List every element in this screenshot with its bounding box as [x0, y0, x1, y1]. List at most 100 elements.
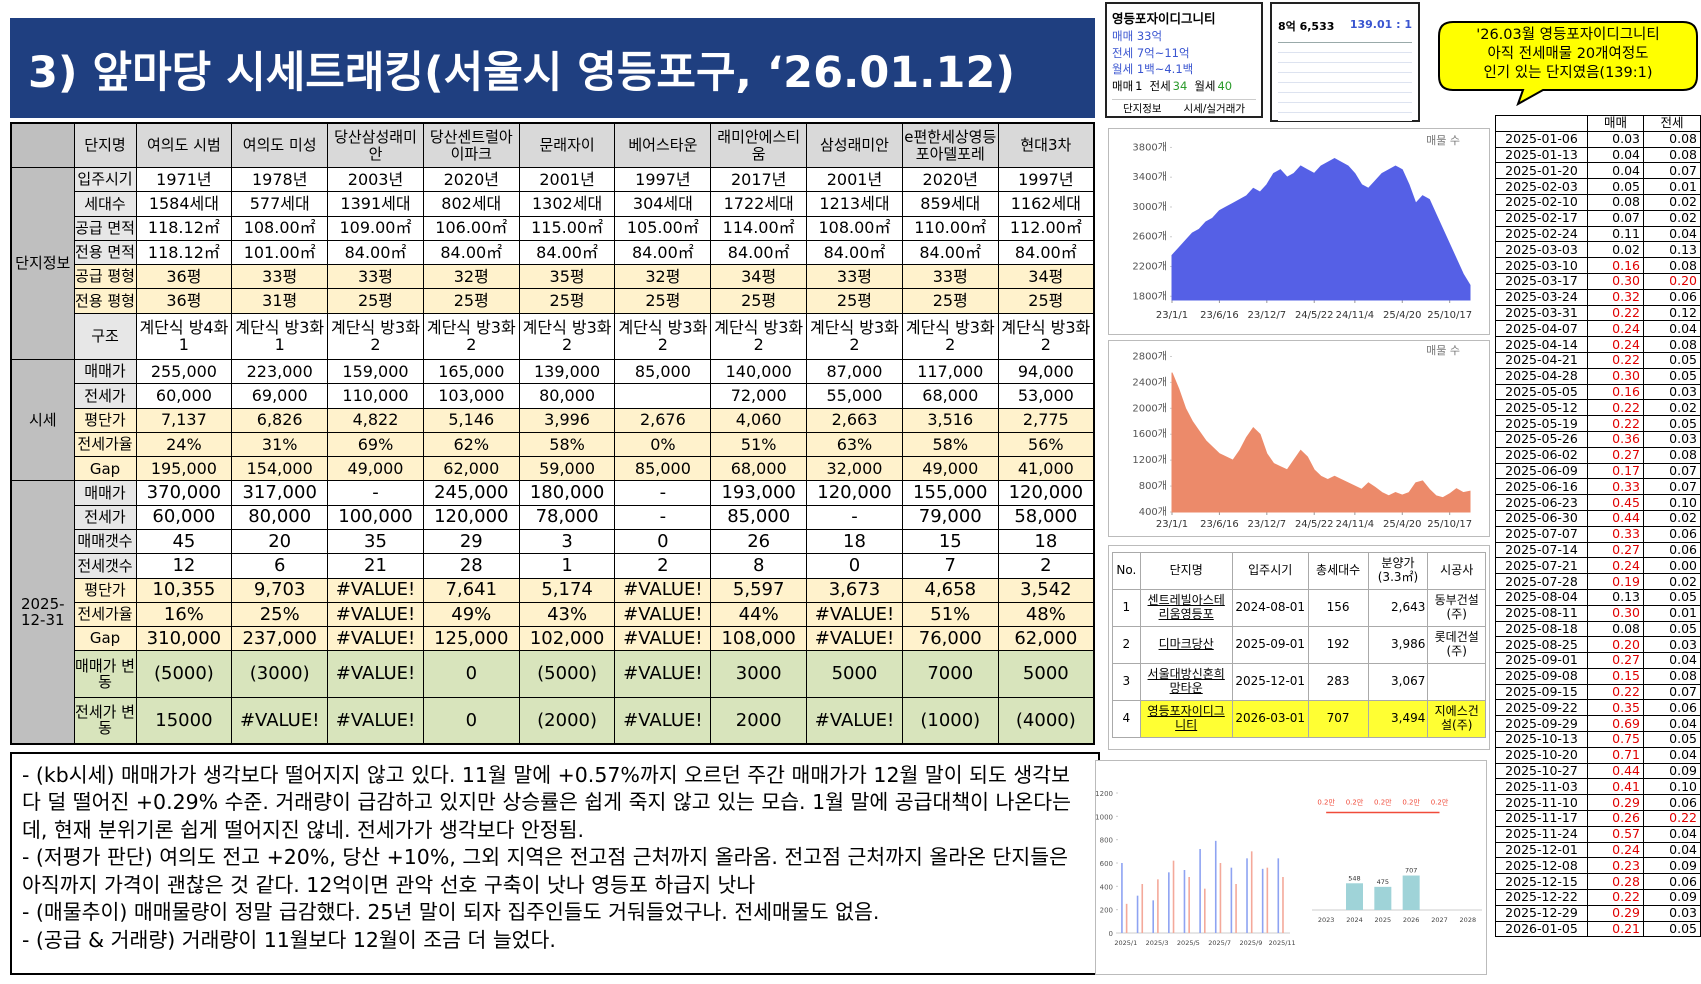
callout-line: 인기 있는 단지였음(139:1)	[1483, 64, 1652, 81]
row: 2025-07-21 0.24 0.00	[1495, 557, 1701, 575]
cell: 9,703	[231, 577, 329, 603]
change: 0.05	[1643, 415, 1701, 432]
change: 0.02	[1643, 399, 1701, 417]
cell: 58%	[518, 431, 616, 458]
y-tick-label: 1800개	[1132, 290, 1167, 302]
area	[1171, 372, 1471, 513]
x-tick-label: 2025/11	[1269, 939, 1296, 947]
y-tick-label: 600	[1100, 860, 1113, 868]
row: 2025-01-06 0.03 0.08	[1495, 130, 1701, 148]
cell: 21	[327, 553, 424, 579]
cell: 25평	[422, 288, 520, 314]
row: 2025-02-17 0.07 0.02	[1495, 209, 1701, 227]
cell: 3000	[710, 650, 808, 698]
column-header: 문래자이	[518, 122, 616, 168]
cell: 180,000	[518, 480, 616, 506]
y-tick-label: 400	[1100, 883, 1113, 891]
cell: 2	[997, 553, 1095, 579]
cell: 84.00㎡	[806, 239, 903, 266]
change: 0.09	[1643, 889, 1701, 906]
date: 2025-09-01	[1495, 652, 1588, 669]
cell: 계단식 방3화2	[806, 312, 903, 361]
cell: 1584세대	[135, 191, 233, 217]
bar	[1141, 884, 1144, 933]
change: 0.08	[1643, 146, 1701, 164]
change: 0.28	[1587, 873, 1644, 891]
cell: 18	[806, 528, 903, 555]
cell: #VALUE!	[614, 650, 712, 698]
cell: 4,658	[901, 577, 999, 603]
bar	[1214, 840, 1217, 933]
row-label: 매매가 변동	[73, 650, 137, 698]
row: 구조 계단식 방4화1 계단식 방3화1 계단식 방3화2 계단식 방3화2 계단식 방3…	[11, 312, 1095, 361]
bar	[1204, 888, 1206, 933]
date: 2026-01-05	[1495, 920, 1588, 938]
row: 매매가 변동 (5000) (3000) #VALUE! 0 (5000) #VALUE! 3…	[11, 650, 1095, 698]
date: 2025-11-10	[1495, 794, 1588, 812]
date: 2025-07-28	[1495, 573, 1588, 590]
cell: 1162세대	[997, 191, 1095, 217]
cell: 2000	[710, 696, 808, 745]
count-label: 월세	[1194, 79, 1216, 94]
date: 2025-04-14	[1495, 336, 1588, 353]
cell: 85,000	[614, 359, 712, 385]
row: 2025-11-10 0.29 0.06	[1495, 794, 1701, 812]
cell: 317,000	[231, 480, 329, 506]
cell: 계단식 방3화2	[327, 312, 424, 361]
row: 전세가율 16% 25% #VALUE! 49% 43% #VALUE! 44% #VALUE!…	[11, 601, 1095, 628]
cell: 4,822	[327, 407, 424, 433]
notes: - (kb시세) 매매가가 생각보다 떨어지지 않고 있다. 11월 말에 +0…	[10, 752, 1100, 975]
cell: 1997년	[614, 166, 712, 193]
row: 전세가율 24% 31% 69% 62% 58% 0% 51% 63% 58% 56%	[11, 431, 1095, 458]
row-label: 평단가	[73, 577, 137, 603]
cell: #VALUE!	[806, 601, 903, 628]
cell: 155,000	[901, 480, 999, 506]
bar	[1157, 879, 1159, 933]
title-banner: 3) 앞마당 시세트래킹(서울시 영등포구, ‘26.01.12)	[10, 18, 1095, 118]
complex-table: 단지명 여의도 시범 여의도 미성 당산삼성래미안 당산센트럴아이파크 문래자이 베어스타운…	[10, 122, 1095, 745]
cell: 25%	[231, 601, 329, 628]
cell: 115.00㎡	[518, 215, 616, 241]
change: 0.07	[1643, 478, 1701, 496]
cell: 49,000	[901, 456, 999, 482]
bar	[1235, 884, 1237, 933]
tab[interactable]: 시세/실거래가	[1183, 102, 1246, 115]
callout-line: '26.03월 영등포자이디그니티	[1476, 26, 1660, 43]
cell: 58,000	[997, 504, 1095, 530]
cell: 34평	[710, 264, 808, 290]
cell: 0%	[614, 431, 712, 458]
cell: 12	[135, 553, 233, 579]
x-tick-label: 2024	[1346, 916, 1363, 924]
row-label: 입주시기	[73, 166, 137, 193]
cell: 센트레빌아스테리움영등포	[1139, 589, 1233, 627]
value-label: 475	[1377, 878, 1389, 886]
row-label: 공급 평형	[73, 264, 137, 290]
bar	[1250, 851, 1253, 933]
cell: 16%	[135, 601, 233, 628]
line-label: 0.2만	[1402, 798, 1420, 807]
cell: 2,643	[1367, 589, 1429, 627]
cell: 125,000	[422, 626, 520, 652]
cell: 117,000	[901, 359, 999, 385]
column-header: 베어스타운	[614, 122, 712, 168]
date: 2025-12-29	[1495, 904, 1588, 922]
line-label: 0.2만	[1317, 798, 1335, 807]
tab[interactable]: 단지정보	[1122, 102, 1162, 115]
count: 월세 40	[1194, 79, 1232, 93]
change: 0.08	[1643, 130, 1701, 148]
change: 0.03	[1643, 636, 1701, 654]
mini-table	[1278, 42, 1412, 121]
cell: 2026-03-01	[1231, 700, 1309, 738]
date: 2025-04-21	[1495, 351, 1588, 369]
cell: 84.00㎡	[710, 239, 808, 266]
bar	[1136, 895, 1139, 933]
cell: 100,000	[327, 504, 424, 530]
cell: 110,000	[327, 383, 424, 409]
cell: 106.00㎡	[422, 215, 520, 241]
cell: 72,000	[710, 383, 808, 409]
group-label: 단지정보	[10, 166, 75, 361]
y-tick-label: 1600개	[1132, 428, 1167, 440]
row: 2025-07-14 0.27 0.06	[1495, 541, 1701, 559]
cell: 707	[1307, 700, 1369, 738]
cell: 디마크당산	[1139, 626, 1233, 664]
